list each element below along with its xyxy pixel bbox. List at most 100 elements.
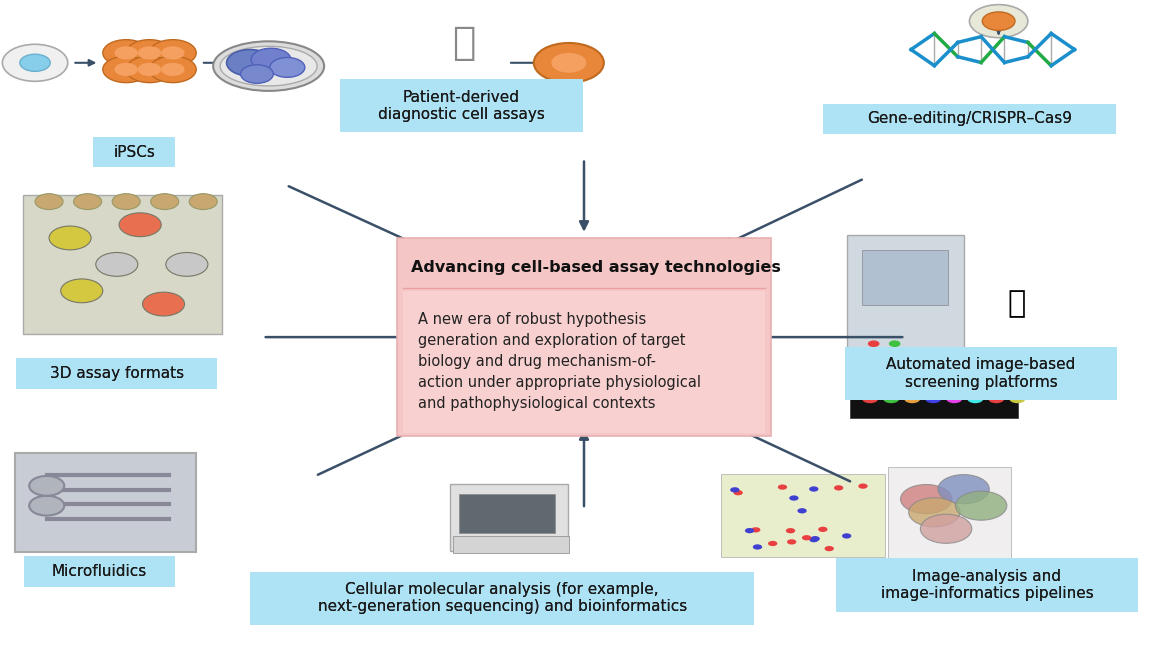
FancyBboxPatch shape [823, 104, 1115, 134]
FancyBboxPatch shape [16, 358, 217, 389]
Circle shape [819, 527, 828, 532]
FancyBboxPatch shape [15, 453, 196, 552]
Circle shape [49, 226, 91, 250]
Circle shape [811, 536, 820, 541]
Circle shape [103, 56, 150, 83]
Circle shape [798, 508, 807, 514]
Circle shape [868, 364, 880, 371]
Circle shape [734, 490, 743, 495]
Circle shape [858, 483, 868, 488]
FancyBboxPatch shape [403, 291, 765, 433]
FancyBboxPatch shape [250, 572, 755, 625]
Circle shape [925, 382, 941, 391]
Circle shape [114, 63, 138, 76]
Circle shape [1009, 394, 1026, 403]
Circle shape [967, 382, 983, 391]
Circle shape [787, 539, 797, 545]
FancyBboxPatch shape [844, 347, 1118, 400]
Circle shape [161, 46, 185, 59]
FancyBboxPatch shape [16, 358, 217, 389]
Text: Patient-derived
diagnostic cell assays: Patient-derived diagnostic cell assays [378, 89, 544, 122]
Text: 🔬: 🔬 [1007, 290, 1026, 319]
Circle shape [189, 194, 217, 210]
Text: Gene-editing/CRISPR–Cas9: Gene-editing/CRISPR–Cas9 [867, 112, 1072, 126]
Circle shape [126, 56, 173, 83]
Circle shape [2, 44, 68, 81]
Circle shape [35, 194, 63, 210]
Circle shape [161, 63, 185, 76]
Circle shape [868, 352, 880, 359]
Circle shape [786, 528, 795, 533]
Circle shape [904, 394, 920, 403]
FancyBboxPatch shape [450, 484, 568, 551]
Circle shape [769, 541, 778, 546]
Text: iPSCs: iPSCs [113, 145, 155, 159]
FancyBboxPatch shape [397, 238, 771, 436]
FancyBboxPatch shape [23, 195, 222, 334]
Circle shape [842, 533, 851, 539]
Circle shape [241, 65, 273, 83]
Circle shape [142, 292, 185, 316]
Text: 🧍: 🧍 [452, 24, 475, 62]
Circle shape [103, 40, 150, 66]
Circle shape [889, 340, 901, 347]
Circle shape [114, 46, 138, 59]
Text: 3D assay formats: 3D assay formats [50, 366, 183, 381]
FancyBboxPatch shape [340, 79, 583, 132]
Circle shape [112, 194, 140, 210]
Circle shape [138, 63, 161, 76]
Circle shape [909, 498, 960, 527]
FancyBboxPatch shape [93, 137, 175, 167]
Circle shape [925, 394, 941, 403]
Circle shape [969, 5, 1028, 38]
FancyBboxPatch shape [459, 494, 555, 533]
Circle shape [883, 394, 899, 403]
Text: Cellular molecular analysis (for example,
next-generation sequencing) and bioinf: Cellular molecular analysis (for example… [318, 582, 687, 615]
Circle shape [809, 486, 819, 492]
Circle shape [20, 54, 50, 71]
Text: Image-analysis and
image-informatics pipelines: Image-analysis and image-informatics pip… [881, 568, 1093, 602]
Circle shape [745, 528, 755, 533]
Circle shape [883, 382, 899, 391]
Text: Gene-editing/CRISPR–Cas9: Gene-editing/CRISPR–Cas9 [867, 112, 1072, 126]
FancyBboxPatch shape [844, 347, 1118, 400]
Text: Automated image-based
screening platforms: Automated image-based screening platform… [887, 357, 1076, 390]
FancyBboxPatch shape [23, 557, 175, 587]
Text: Image-analysis and
image-informatics pipelines: Image-analysis and image-informatics pip… [881, 568, 1093, 602]
Circle shape [778, 485, 787, 490]
FancyBboxPatch shape [453, 536, 569, 553]
Circle shape [889, 352, 901, 359]
Circle shape [862, 394, 878, 403]
Circle shape [150, 56, 196, 83]
Text: A new era of robust hypothesis
generation and exploration of target
biology and : A new era of robust hypothesis generatio… [418, 313, 701, 411]
Circle shape [862, 382, 878, 391]
Circle shape [61, 279, 103, 303]
Text: 3D assay formats: 3D assay formats [50, 366, 183, 381]
Circle shape [29, 476, 64, 496]
Circle shape [868, 340, 880, 347]
FancyBboxPatch shape [23, 557, 175, 587]
Text: Patient-derived
diagnostic cell assays: Patient-derived diagnostic cell assays [378, 89, 544, 122]
Circle shape [730, 487, 739, 492]
Text: Microfluidics: Microfluidics [51, 564, 147, 579]
Text: Advancing cell-based assay technologies: Advancing cell-based assay technologies [411, 260, 781, 275]
Circle shape [834, 485, 843, 490]
Circle shape [29, 496, 64, 516]
Circle shape [751, 527, 760, 533]
Circle shape [967, 394, 983, 403]
Circle shape [151, 194, 179, 210]
Circle shape [227, 50, 273, 76]
Circle shape [753, 544, 763, 549]
FancyBboxPatch shape [835, 559, 1139, 611]
Circle shape [988, 394, 1004, 403]
Circle shape [904, 382, 920, 391]
Circle shape [270, 58, 305, 77]
Circle shape [938, 475, 989, 504]
Circle shape [982, 12, 1015, 30]
Circle shape [809, 537, 819, 542]
Circle shape [790, 495, 799, 500]
FancyBboxPatch shape [250, 572, 755, 625]
Circle shape [150, 40, 196, 66]
Text: Cellular molecular analysis (for example,
next-generation sequencing) and bioinf: Cellular molecular analysis (for example… [318, 582, 687, 615]
Text: Automated image-based
screening platforms: Automated image-based screening platform… [887, 357, 1076, 390]
